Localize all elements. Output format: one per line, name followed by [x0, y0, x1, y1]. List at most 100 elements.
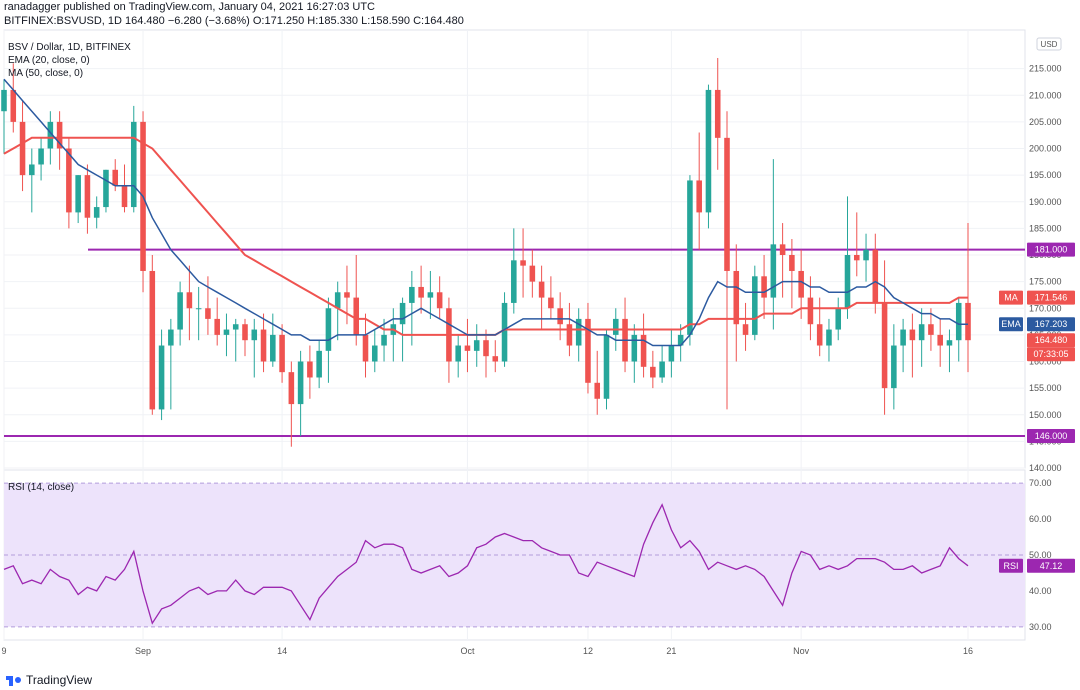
footer: TradingView: [0, 670, 1080, 690]
candle-body: [223, 329, 230, 335]
candle-body: [687, 180, 693, 335]
candle-body: [798, 270, 804, 298]
candle-body: [84, 175, 91, 218]
candle-body: [909, 329, 916, 341]
price-tag-bg: [1027, 333, 1075, 348]
candle-body: [566, 324, 573, 346]
y-tick-label: 185.000: [1029, 223, 1062, 233]
candle-body: [427, 292, 434, 298]
y-tick-label: 190.000: [1029, 197, 1062, 207]
candle-body: [29, 164, 35, 176]
candle-body: [779, 244, 786, 255]
candle-body: [742, 324, 749, 335]
candle-body: [307, 361, 313, 378]
y-tick-label: 195.000: [1029, 170, 1062, 180]
level-label-bg: [1027, 242, 1075, 257]
candle-body: [47, 121, 54, 149]
candle-body: [103, 169, 109, 208]
candle-body: [900, 329, 906, 346]
candle-body: [659, 361, 665, 378]
price-tag-bg: [1027, 290, 1075, 305]
rsi-y-tick-label: 70.00: [1029, 478, 1052, 488]
ema-legend: EMA (20, close, 0): [8, 55, 90, 66]
candle-body: [186, 292, 193, 309]
candle-body: [270, 334, 276, 362]
candle-body: [603, 334, 610, 399]
symbol-ohlc-info: BITFINEX:BSVUSD, 1D 164.480 −6.280 (−3.6…: [4, 15, 464, 27]
y-tick-label: 155.000: [1029, 383, 1062, 393]
candle-body: [130, 121, 137, 208]
candle-body: [56, 121, 63, 149]
currency-badge: USD: [1041, 40, 1058, 49]
x-tick-label: 9: [1, 646, 6, 656]
candle-body: [75, 175, 81, 213]
y-tick-label: 160.000: [1029, 357, 1062, 367]
y-tick-label: 140.000: [1029, 463, 1062, 473]
price-tag-value: 07:33:05: [1033, 349, 1068, 359]
candle-body: [112, 169, 119, 186]
y-tick-label: 205.000: [1029, 117, 1062, 127]
candle-body: [66, 148, 72, 213]
chart-svg[interactable]: 140.000145.000150.000155.000160.000165.0…: [0, 28, 1080, 670]
x-tick-label: 21: [666, 646, 676, 656]
price-tag-name: MA: [1004, 293, 1018, 303]
candle-body: [149, 270, 156, 410]
candle-body: [807, 297, 814, 325]
candle-body: [483, 340, 489, 357]
candle-body: [946, 340, 953, 346]
level-label-bg: [1027, 429, 1075, 444]
candle-body: [965, 302, 971, 341]
candle-body: [260, 329, 267, 362]
candle-body: [399, 302, 406, 325]
candle-body: [158, 345, 165, 410]
publish-info: ranadagger published on TradingView.com,…: [4, 1, 375, 13]
candle-body: [205, 308, 211, 319]
candle-body: [548, 297, 554, 309]
candle-body: [770, 244, 777, 298]
candle-body: [242, 324, 248, 341]
rsi-tag-name-bg: [999, 558, 1023, 573]
chart-header: ranadagger published on TradingView.com,…: [0, 0, 1080, 28]
rsi-y-tick-label: 40.00: [1029, 586, 1052, 596]
candle-body: [362, 334, 369, 362]
candle-body: [585, 318, 591, 383]
candle-body: [121, 185, 128, 208]
candle-body: [436, 292, 443, 309]
candle-body: [696, 180, 702, 213]
rsi-legend: RSI (14, close): [8, 482, 74, 493]
rsi-y-tick-label: 50.00: [1029, 550, 1052, 560]
candle-body: [677, 334, 684, 346]
candle-body: [612, 318, 619, 335]
candle-body: [733, 270, 740, 325]
candle-body: [853, 255, 860, 261]
candle-body: [520, 260, 526, 266]
price-tag-name: EMA: [1001, 319, 1021, 329]
candle-body: [752, 276, 758, 335]
candle-body: [761, 276, 767, 298]
chart-area[interactable]: 140.000145.000150.000155.000160.000165.0…: [0, 28, 1080, 670]
candle-body: [594, 382, 601, 399]
tradingview-logo[interactable]: TradingView: [6, 673, 92, 687]
candle-body: [232, 324, 239, 330]
candle-body: [251, 329, 258, 341]
rsi-y-tick-label: 60.00: [1029, 514, 1052, 524]
candle-body: [538, 281, 545, 298]
candle-body: [501, 302, 508, 362]
candle-body: [316, 350, 322, 378]
candle-body: [529, 265, 536, 282]
rsi-band: [4, 483, 1025, 627]
price-tag-name-bg: [999, 290, 1023, 305]
x-tick-label: Sep: [135, 646, 151, 656]
candle-body: [1, 89, 7, 112]
rsi-line: [3, 503, 969, 625]
currency-badge-bg: [1036, 37, 1062, 51]
rsi-tag-bg: [1027, 558, 1075, 573]
candle-body: [10, 89, 17, 122]
candle-body: [473, 340, 480, 351]
candle-body: [409, 286, 415, 303]
level-label: 146.000: [1035, 431, 1068, 441]
y-tick-label: 210.000: [1029, 90, 1062, 100]
x-tick-label: Nov: [793, 646, 810, 656]
candle-body: [844, 255, 851, 309]
candle-body: [418, 286, 424, 298]
